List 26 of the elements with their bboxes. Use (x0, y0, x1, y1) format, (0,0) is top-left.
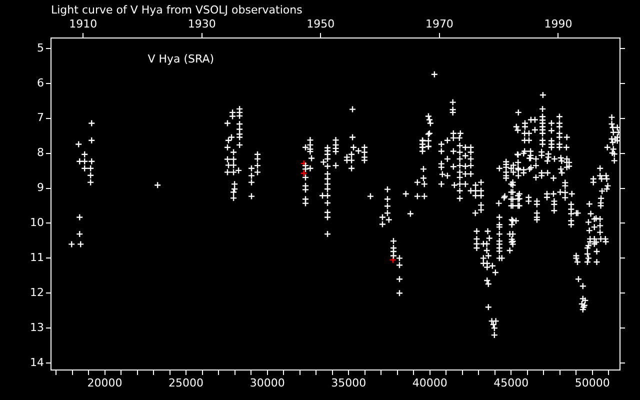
y-tick-label: 7 (37, 111, 44, 124)
x-tick-label: 40000 (412, 376, 448, 390)
chart-title: Light curve of V Hya from VSOLJ observations (51, 3, 303, 16)
x2-tick-label: 1930 (188, 17, 216, 30)
point (300, 170, 308, 177)
x-tick-label: 25000 (168, 376, 204, 390)
x2-tick-label: 1950 (306, 17, 335, 30)
y-tick-label: 10 (30, 216, 44, 230)
x-tick-label: 35000 (331, 376, 366, 390)
y-tick-label: 6 (37, 76, 44, 90)
y-tick-label: 12 (30, 286, 44, 299)
x2-tick-label: 1990 (544, 17, 572, 30)
point (389, 256, 396, 264)
x2-tick-label: 1970 (425, 17, 454, 30)
y-tick-label: 9 (37, 181, 44, 194)
x-tick-label: 30000 (250, 376, 285, 390)
y-tick-label: 14 (30, 356, 44, 369)
annotation: V Hya (SRA) (148, 52, 214, 66)
x2-tick-label: 1910 (69, 17, 98, 30)
x-tick-label: 45000 (494, 376, 529, 390)
y-tick-label: 8 (37, 146, 44, 160)
x-tick-label: 50000 (574, 376, 610, 390)
y-tick-label: 13 (30, 320, 44, 334)
y-tick-label: 5 (37, 41, 44, 54)
x-tick-label: 20000 (87, 376, 122, 390)
y-tick-label: 11 (30, 251, 44, 264)
